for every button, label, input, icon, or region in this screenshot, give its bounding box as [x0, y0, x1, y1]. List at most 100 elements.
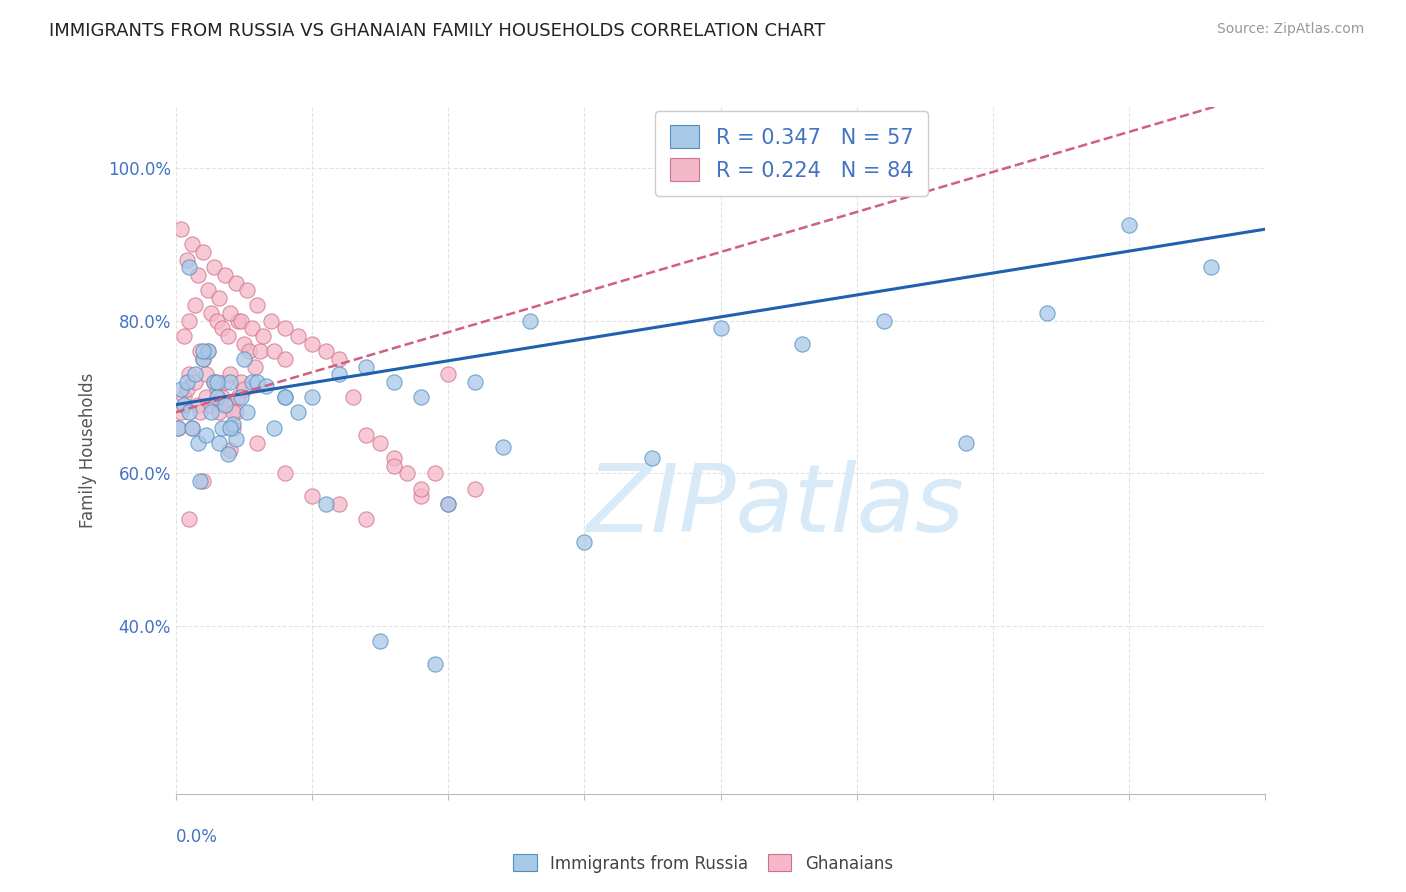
Point	[217, 329, 239, 343]
Point	[437, 497, 460, 511]
Point	[194, 390, 217, 404]
Point	[208, 435, 231, 450]
Point	[191, 245, 214, 260]
Point	[235, 405, 257, 419]
Point	[202, 375, 225, 389]
Point	[464, 482, 486, 496]
Point	[356, 359, 378, 374]
Point	[200, 405, 222, 419]
Point	[184, 367, 207, 381]
Point	[396, 467, 419, 481]
Point	[287, 329, 309, 343]
Point	[181, 237, 204, 252]
Point	[232, 336, 254, 351]
Point	[955, 435, 977, 450]
Point	[409, 390, 432, 404]
Point	[191, 344, 214, 359]
Point	[197, 283, 219, 297]
Point	[641, 451, 664, 466]
Point	[287, 405, 309, 419]
Point	[173, 390, 195, 404]
Point	[274, 390, 297, 404]
Point	[219, 306, 242, 320]
Point	[202, 260, 225, 275]
Point	[252, 329, 274, 343]
Point	[246, 375, 269, 389]
Point	[274, 351, 297, 366]
Point	[249, 344, 271, 359]
Point	[228, 390, 250, 404]
Point	[254, 378, 277, 392]
Point	[167, 420, 190, 434]
Point	[191, 351, 214, 366]
Point	[368, 634, 391, 648]
Point	[179, 512, 201, 526]
Point	[200, 398, 222, 412]
Point	[217, 398, 239, 412]
Point	[173, 398, 195, 412]
Point	[1036, 306, 1059, 320]
Point	[464, 375, 486, 389]
Point	[274, 390, 297, 404]
Point	[328, 351, 350, 366]
Point	[423, 657, 446, 672]
Point	[342, 390, 364, 404]
Text: Source: ZipAtlas.com: Source: ZipAtlas.com	[1216, 22, 1364, 37]
Point	[232, 351, 254, 366]
Point	[191, 351, 214, 366]
Point	[437, 497, 460, 511]
Point	[437, 367, 460, 381]
Point	[301, 390, 323, 404]
Point	[181, 420, 204, 434]
Point	[176, 383, 198, 397]
Point	[792, 336, 814, 351]
Point	[382, 458, 405, 473]
Point	[208, 291, 231, 305]
Point	[205, 390, 228, 404]
Point	[301, 489, 323, 503]
Point	[176, 252, 198, 267]
Point	[170, 405, 193, 419]
Point	[368, 435, 391, 450]
Point	[382, 451, 405, 466]
Point	[197, 344, 219, 359]
Point	[356, 512, 378, 526]
Point	[214, 268, 236, 282]
Point	[238, 344, 260, 359]
Text: ZIPatlas: ZIPatlas	[586, 460, 965, 551]
Point	[231, 375, 253, 389]
Point	[170, 222, 193, 236]
Point	[225, 405, 247, 419]
Point	[409, 482, 432, 496]
Point	[211, 420, 233, 434]
Point	[205, 383, 228, 397]
Point	[246, 298, 269, 312]
Point	[214, 375, 236, 389]
Point	[315, 344, 337, 359]
Point	[301, 336, 323, 351]
Point	[1118, 219, 1140, 233]
Point	[211, 321, 233, 335]
Point	[214, 398, 236, 412]
Point	[176, 375, 198, 389]
Point	[179, 260, 201, 275]
Point	[184, 298, 207, 312]
Point	[194, 367, 217, 381]
Point	[194, 428, 217, 442]
Point	[519, 314, 541, 328]
Point	[188, 344, 211, 359]
Point	[217, 447, 239, 461]
Point	[240, 375, 263, 389]
Point	[167, 420, 190, 434]
Point	[873, 314, 896, 328]
Point	[492, 440, 515, 454]
Point	[231, 390, 253, 404]
Point	[235, 283, 257, 297]
Point	[219, 375, 242, 389]
Point	[197, 344, 219, 359]
Point	[219, 367, 242, 381]
Y-axis label: Family Households: Family Households	[79, 373, 97, 528]
Point	[231, 314, 253, 328]
Point	[228, 314, 250, 328]
Point	[222, 420, 245, 434]
